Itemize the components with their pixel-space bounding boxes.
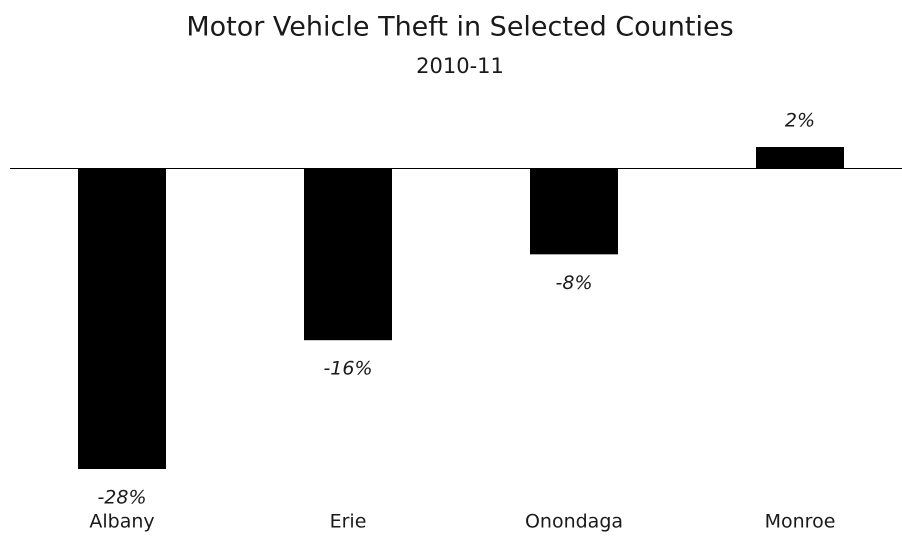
x-tick-label: Erie <box>330 511 367 533</box>
value-label: -16% <box>323 358 372 380</box>
chart-subtitle: 2010-11 <box>416 54 504 78</box>
x-tick-label: Albany <box>89 511 154 533</box>
bar <box>304 168 392 341</box>
bar <box>78 168 166 469</box>
x-tick-label: Onondaga <box>525 511 623 533</box>
value-label: 2% <box>785 110 815 132</box>
bar <box>530 168 618 255</box>
x-tick-label: Monroe <box>765 511 836 533</box>
value-label: -28% <box>97 487 146 509</box>
bar <box>756 147 844 169</box>
value-label: -8% <box>556 272 593 294</box>
chart-title: Motor Vehicle Theft in Selected Counties <box>186 12 733 43</box>
